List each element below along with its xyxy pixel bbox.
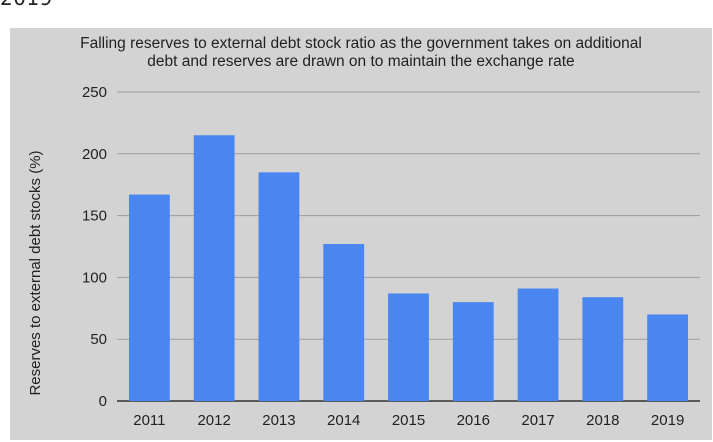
chart-title-line-2: debt and reserves are drawn on to mainta…	[147, 53, 574, 70]
x-tick-label: 2019	[651, 412, 684, 429]
cropped-top-text: 2019	[0, 0, 53, 10]
bars	[128, 135, 689, 401]
x-tick-label: 2017	[521, 412, 554, 429]
bar-2018	[582, 297, 624, 401]
bar-chart: Falling reserves to external debt stock …	[27, 35, 700, 429]
y-tick-label: 250	[82, 84, 107, 101]
y-tick-label: 150	[82, 208, 107, 225]
bar-2014	[323, 244, 365, 401]
y-tick-label: 100	[82, 269, 107, 286]
y-tick-label: 200	[82, 146, 107, 163]
x-tick-label: 2011	[133, 412, 165, 429]
bar-2015	[388, 293, 429, 401]
x-axis-ticks: 2011 2012 2013 2014 2015 2016 2017 2018 2019	[133, 412, 684, 429]
y-tick-label: 50	[90, 331, 107, 348]
x-tick-label: 2015	[392, 412, 425, 429]
chart-title-line-1: Falling reserves to external debt stock …	[80, 35, 642, 52]
bar-2016	[452, 302, 494, 401]
chart-panel: Falling reserves to external debt stock …	[10, 28, 712, 440]
x-tick-label: 2013	[262, 412, 295, 429]
bar-2012	[193, 135, 235, 401]
x-tick-label: 2016	[457, 412, 490, 429]
y-axis-ticks: 0 50 100 150 200 250	[82, 84, 107, 410]
x-tick-label: 2018	[586, 412, 619, 429]
bar-2013	[258, 172, 300, 401]
y-tick-label: 0	[99, 393, 107, 410]
x-tick-label: 2012	[197, 412, 230, 429]
x-tick-label: 2014	[327, 412, 360, 429]
bar-2019	[647, 314, 689, 401]
y-axis-title: Reserves to external debt stocks (%)	[27, 150, 44, 395]
bar-2011	[128, 194, 170, 401]
bar-2017	[517, 288, 559, 401]
